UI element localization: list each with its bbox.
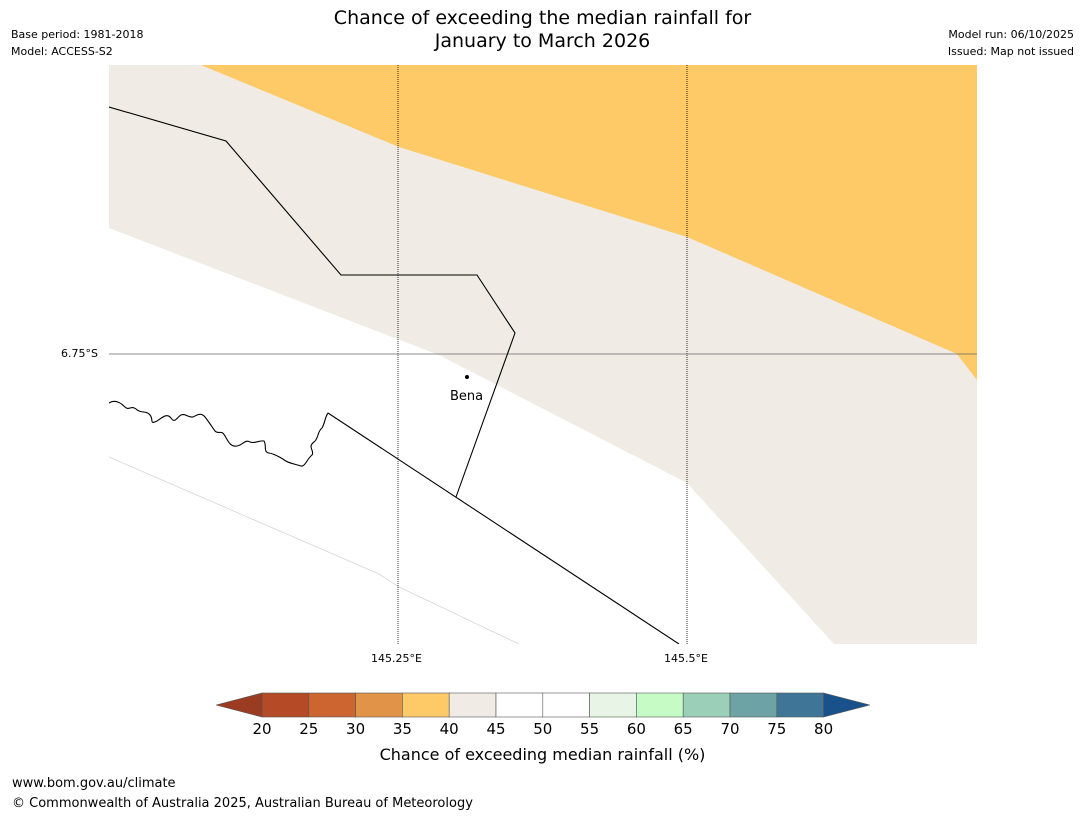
colorbar-tick-label: 40 [439,720,459,738]
title-line-2: January to March 2026 [434,30,651,52]
colorbar-extend-high [823,692,870,718]
footer-copyright: © Commonwealth of Australia 2025, Austra… [12,796,473,811]
colorbar-segment [589,692,637,718]
longitude-label-145-5: 145.5°E [664,652,708,665]
colorbar-segment [495,692,544,718]
colorbar-segment [402,692,450,718]
colorbar-segments [216,692,870,718]
colorbar-label: Chance of exceeding median rainfall (%) [379,745,706,764]
colorbar-segment [448,692,497,718]
colorbar-segment [542,692,590,718]
colorbar-tick-label: 30 [346,720,366,738]
bena-label: Bena [450,389,484,404]
colorbar [216,692,870,718]
colorbar-segment [355,692,403,718]
map-panel[interactable] [109,65,977,644]
colorbar-tick-label: 75 [767,720,787,738]
colorbar-tick-label: 70 [720,720,740,738]
colorbar-tick-label: 35 [392,720,412,738]
colorbar-segment [636,692,684,718]
colorbar-tick-label: 55 [580,720,600,738]
colorbar-segment [729,692,778,718]
model-run-text: Model run: 06/10/2025 [948,28,1074,41]
colorbar-tick-label: 50 [533,720,553,738]
province-boundary-south [327,412,680,644]
base-period-text: Base period: 1981-2018 [11,28,144,41]
colorbar-segment [776,692,824,718]
colorbar-tick-label: 25 [299,720,319,738]
colorbar-tick-label: 45 [486,720,506,738]
colorbar-extend-low [216,692,263,718]
bena-marker[interactable] [465,375,469,379]
colorbar-tick-label: 65 [673,720,693,738]
colorbar-tick-label: 20 [252,720,272,738]
latitude-label: 6.75°S [61,347,98,360]
header-meta-left: Base period: 1981-2018 Model: ACCESS-S2 [11,26,143,60]
title-line-1: Chance of exceeding the median rainfall … [333,7,752,29]
colorbar-tick-label: 80 [814,720,834,738]
colorbar-segment [308,692,356,718]
colorbar-segment [682,692,731,718]
province-boundary [109,106,516,498]
longitude-label-145-25: 145.25°E [371,652,422,665]
coastline [109,400,329,467]
map-canvas[interactable] [109,65,977,644]
issued-text: Issued: Map not issued [947,45,1074,58]
model-text: Model: ACCESS-S2 [11,45,113,58]
band-35-40-area [201,65,977,380]
header-meta-right: Model run: 06/10/2025 Issued: Map not is… [948,26,1074,60]
map-title: Chance of exceeding the median rainfall … [0,7,1085,53]
colorbar-tick-label: 60 [626,720,646,738]
contour-line [109,456,520,644]
footer-url[interactable]: www.bom.gov.au/climate [12,776,176,791]
colorbar-segment [261,692,310,718]
